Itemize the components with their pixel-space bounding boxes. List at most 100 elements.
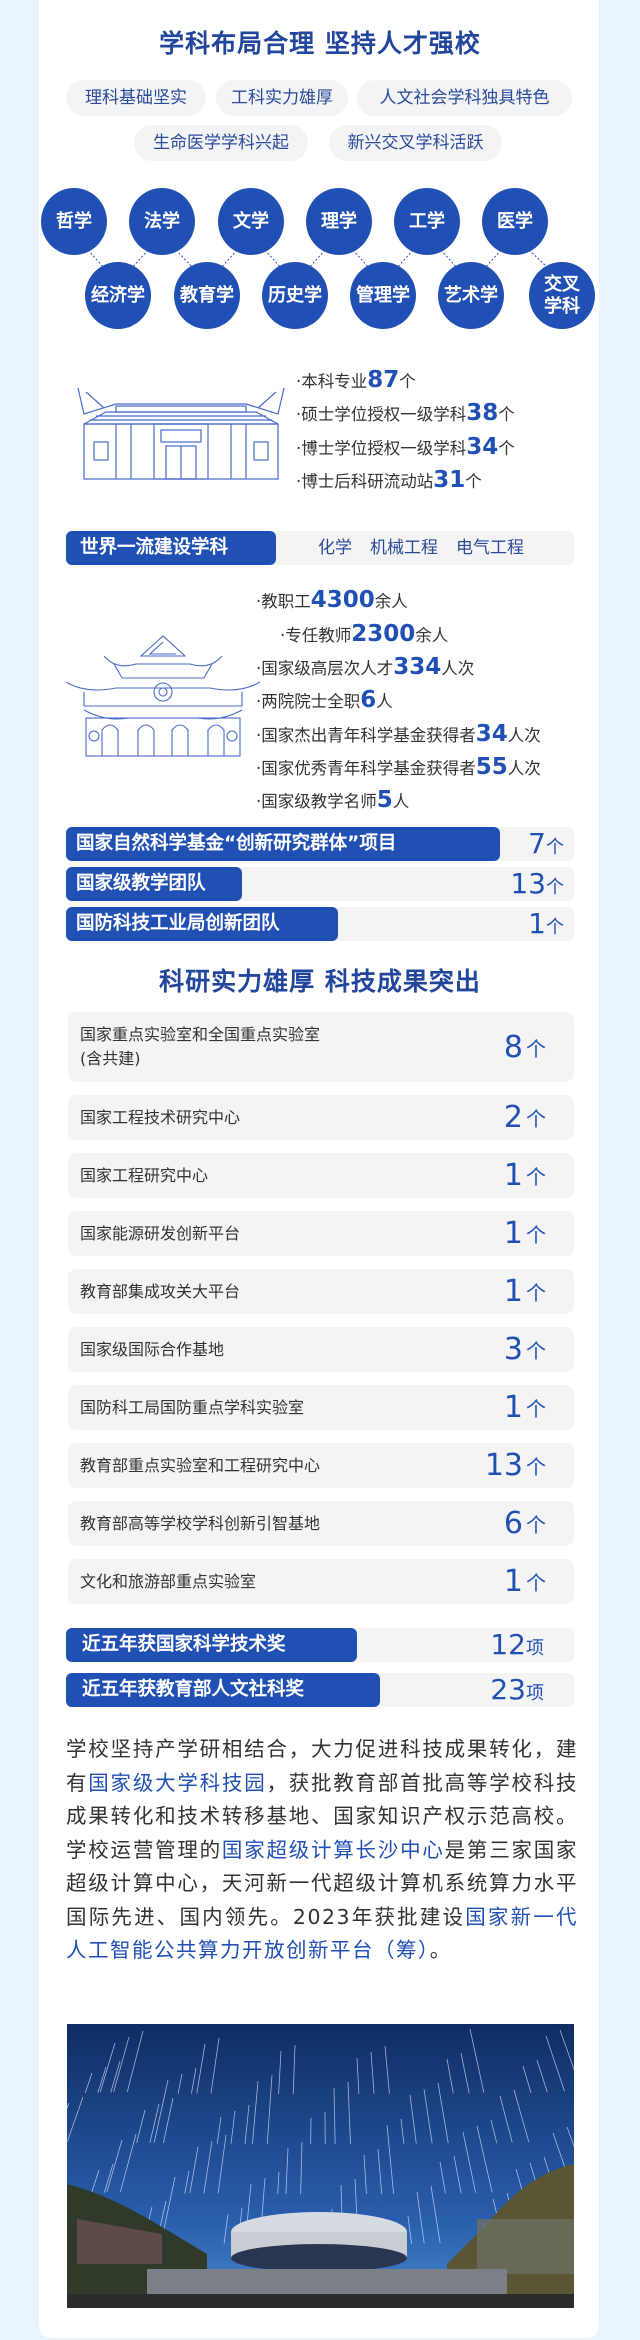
discipline-circle: 经济学	[85, 262, 151, 329]
connector-line	[175, 249, 194, 269]
platform-row: 国家工程技术研究中心 2 个	[68, 1095, 574, 1140]
stat-bar-label: 国家自然科学基金“创新研究群体”项目	[66, 827, 500, 861]
stat-bullet: ·	[256, 692, 262, 711]
star-trail	[153, 2079, 169, 2143]
star-trail	[300, 2141, 303, 2194]
stat-bar-unit: 个	[546, 877, 564, 898]
star-trail	[522, 2065, 532, 2093]
stat-bar: 国防科技工业局创新团队 1个	[66, 907, 574, 941]
platform-number: 3	[503, 1332, 523, 1367]
stat-number: 38	[466, 400, 499, 426]
star-trail	[230, 2110, 236, 2144]
stat-label: 硕士学位授权一级学科	[301, 405, 467, 424]
stat-bar-number: 12	[490, 1628, 526, 1661]
platform-row: 教育部重点实验室和工程研究中心 13 个	[68, 1443, 574, 1488]
star-trail	[136, 2109, 146, 2144]
stat-unit: 人	[376, 692, 393, 711]
connector-line	[87, 249, 105, 269]
stat-bar-value: 1个	[528, 907, 564, 941]
stat-bar-number: 13	[510, 867, 546, 900]
platform-label: 国家能源研发创新平台	[80, 1223, 241, 1243]
platform-number: 1	[503, 1158, 523, 1193]
stat-line: ·国家级高层次人才334人次	[256, 652, 474, 682]
section-title-research: 科研实力雄厚 科技成果突出	[159, 967, 481, 996]
stat-unit: 个	[399, 372, 416, 391]
star-trail	[409, 2094, 417, 2144]
stat-bullet: ·	[256, 726, 262, 745]
discipline-circle: 文学	[218, 188, 284, 255]
platform-unit: 个	[526, 1455, 546, 1479]
star-trail	[163, 2097, 174, 2144]
connector-line	[440, 249, 458, 269]
star-trail	[439, 2161, 446, 2194]
discipline-circle: 理学	[306, 188, 372, 255]
star-trail	[400, 2118, 405, 2144]
stat-bar-label: 近五年获国家科学技术奖	[66, 1628, 357, 1662]
stat-line: ·博士学位授权一级学科34个	[296, 432, 515, 462]
connector-line	[264, 249, 282, 269]
stat-line: ·本科专业87个	[296, 365, 416, 395]
connector-line	[308, 249, 326, 269]
feature-tag: 工科实力雄厚	[216, 80, 348, 116]
stat-line: ·教职工4300余人	[256, 585, 408, 615]
star-trail	[99, 2042, 116, 2092]
platform-unit: 个	[526, 1571, 546, 1595]
stat-number: 34	[466, 434, 499, 460]
stat-bar: 近五年获国家科学技术奖 12项	[66, 1628, 574, 1662]
stat-unit: 人次	[441, 659, 475, 678]
stat-bar: 近五年获教育部人文社科奖 23项	[66, 1673, 574, 1707]
platform-label: 教育部集成攻关大平台	[80, 1281, 241, 1301]
stat-number: 87	[367, 367, 400, 393]
discipline-circle: 哲学	[41, 188, 107, 255]
star-trail	[513, 2089, 530, 2143]
research-description: 学校坚持产学研相结合，大力促进科技成果转化，建有国家级大学科技园，获批教育部首批…	[66, 1733, 578, 1968]
stat-bullet: ·	[296, 439, 302, 458]
stat-bar-label: 国家级教学团队	[66, 867, 242, 901]
platform-row: 教育部集成攻关大平台 1 个	[68, 1269, 574, 1314]
platform-label: 教育部重点实验室和工程研究中心	[80, 1455, 321, 1475]
stat-label: 博士后科研流动站	[301, 472, 434, 491]
stat-unit: 个	[498, 439, 515, 458]
world-class-label: 世界一流建设学科	[66, 531, 276, 565]
world-class-disciplines-bar: 世界一流建设学科 化学 机械工程 电气工程	[66, 531, 574, 565]
platform-row: 国家工程研究中心 1 个	[68, 1153, 574, 1198]
stat-bar-value: 7个	[528, 827, 564, 861]
stat-bullet: ·	[296, 372, 302, 391]
stat-bar: 国家自然科学基金“创新研究群体”项目 7个	[66, 827, 574, 861]
stat-bar-value: 23项	[490, 1673, 544, 1707]
star-trail	[106, 2139, 123, 2192]
star-trail	[177, 2073, 183, 2094]
connector-line	[484, 249, 502, 269]
stat-label: 专任教师	[285, 626, 352, 645]
discipline-circle: 教育学	[174, 262, 240, 329]
stat-unit: 人次	[507, 726, 541, 745]
world-class-item: 电气工程	[456, 538, 524, 558]
star-trail	[347, 2081, 351, 2144]
stat-bar-number: 1	[528, 907, 546, 940]
stat-number: 4300	[310, 587, 375, 613]
stat-bar: 国家级教学团队 13个	[66, 867, 574, 901]
stat-bar-label: 近五年获教育部人文社科奖	[66, 1673, 380, 1707]
stat-number: 5	[376, 787, 393, 813]
discipline-circle: 医学	[482, 188, 548, 255]
platform-unit: 个	[526, 1107, 546, 1131]
star-trail	[223, 2213, 229, 2244]
stat-line: ·国家级教学名师5人	[256, 785, 409, 815]
star-trail	[216, 2116, 222, 2144]
stat-bar-unit: 项	[526, 1638, 544, 1659]
stat-line: ·国家杰出青年科学基金获得者34人次	[256, 719, 541, 749]
platform-unit: 个	[526, 1513, 546, 1537]
stat-bar-unit: 个	[546, 917, 564, 938]
stat-number: 6	[360, 687, 377, 713]
star-trail	[407, 2215, 412, 2244]
platform-unit: 个	[526, 1165, 546, 1189]
platform-label: 国家级国际合作基地	[80, 1339, 225, 1359]
star-trail	[278, 2050, 282, 2094]
body-text: 。	[429, 1938, 452, 1962]
section-title-disciplines: 学科布局合理 坚持人才强校	[159, 29, 481, 58]
connector-line	[131, 249, 149, 269]
